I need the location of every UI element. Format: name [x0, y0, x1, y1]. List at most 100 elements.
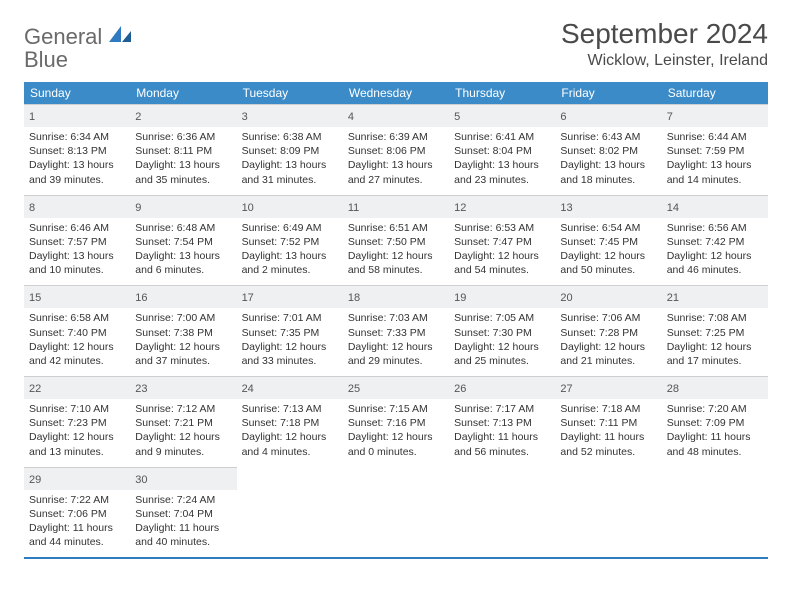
day-number: 26 [454, 383, 466, 395]
day-info: Sunrise: 7:15 AMSunset: 7:16 PMDaylight:… [348, 402, 444, 459]
day-info: Sunrise: 7:10 AMSunset: 7:23 PMDaylight:… [29, 402, 125, 459]
day-number: 21 [667, 292, 679, 304]
day-number: 8 [29, 202, 35, 214]
sail-icon [107, 24, 133, 44]
location: Wicklow, Leinster, Ireland [561, 52, 768, 70]
day-number: 20 [560, 292, 572, 304]
daynum-bar: 11 [343, 196, 449, 218]
blank-cell [555, 467, 661, 558]
daynum-bar: 24 [237, 377, 343, 399]
day-info: Sunrise: 6:48 AMSunset: 7:54 PMDaylight:… [135, 221, 231, 278]
daynum-bar: 16 [130, 286, 236, 308]
day-number: 15 [29, 292, 41, 304]
day-number: 14 [667, 202, 679, 214]
brand-name-2: Blue [24, 47, 68, 72]
dow-header: Wednesday [343, 82, 449, 104]
daynum-bar: 30 [130, 468, 236, 490]
day-cell: 22 Sunrise: 7:10 AMSunset: 7:23 PMDayligh… [24, 376, 130, 467]
day-info: Sunrise: 7:20 AMSunset: 7:09 PMDaylight:… [667, 402, 763, 459]
daynum-bar: 26 [449, 377, 555, 399]
daynum-bar: 19 [449, 286, 555, 308]
blank-cell [662, 467, 768, 558]
daynum-bar: 23 [130, 377, 236, 399]
day-cell: 10 Sunrise: 6:49 AMSunset: 7:52 PMDayligh… [237, 195, 343, 286]
day-info: Sunrise: 6:53 AMSunset: 7:47 PMDaylight:… [454, 221, 550, 278]
daynum-bar: 29 [24, 468, 130, 490]
day-number: 17 [242, 292, 254, 304]
weeks-container: 1Sunrise: 6:34 AMSunset: 8:13 PMDaylight… [24, 104, 768, 557]
week-row: 29 Sunrise: 7:22 AMSunset: 7:06 PMDayligh… [24, 467, 768, 558]
day-cell: 15 Sunrise: 6:58 AMSunset: 7:40 PMDayligh… [24, 285, 130, 376]
week-row: 22 Sunrise: 7:10 AMSunset: 7:23 PMDayligh… [24, 376, 768, 467]
day-number: 16 [135, 292, 147, 304]
month-title: September 2024 [561, 18, 768, 50]
day-number: 24 [242, 383, 254, 395]
day-number: 7 [667, 111, 673, 123]
day-cell: 3Sunrise: 6:38 AMSunset: 8:09 PMDaylight… [237, 104, 343, 195]
day-info: Sunrise: 7:18 AMSunset: 7:11 PMDaylight:… [560, 402, 656, 459]
day-number: 9 [135, 202, 141, 214]
day-cell: 5Sunrise: 6:41 AMSunset: 8:04 PMDaylight… [449, 104, 555, 195]
day-info: Sunrise: 6:39 AMSunset: 8:06 PMDaylight:… [348, 130, 444, 187]
day-cell: 21 Sunrise: 7:08 AMSunset: 7:25 PMDayligh… [662, 285, 768, 376]
day-info: Sunrise: 6:54 AMSunset: 7:45 PMDaylight:… [560, 221, 656, 278]
day-number: 2 [135, 111, 141, 123]
week-row: 8Sunrise: 6:46 AMSunset: 7:57 PMDaylight… [24, 195, 768, 286]
daynum-bar: 8 [24, 196, 130, 218]
day-number: 19 [454, 292, 466, 304]
day-info: Sunrise: 6:38 AMSunset: 8:09 PMDaylight:… [242, 130, 338, 187]
day-info: Sunrise: 6:56 AMSunset: 7:42 PMDaylight:… [667, 221, 763, 278]
day-cell: 16 Sunrise: 7:00 AMSunset: 7:38 PMDayligh… [130, 285, 236, 376]
day-info: Sunrise: 7:12 AMSunset: 7:21 PMDaylight:… [135, 402, 231, 459]
day-cell: 26 Sunrise: 7:17 AMSunset: 7:13 PMDayligh… [449, 376, 555, 467]
day-number: 1 [29, 111, 35, 123]
day-cell: 30 Sunrise: 7:24 AMSunset: 7:04 PMDayligh… [130, 467, 236, 558]
day-number: 11 [348, 202, 359, 214]
daynum-bar: 21 [662, 286, 768, 308]
day-info: Sunrise: 6:36 AMSunset: 8:11 PMDaylight:… [135, 130, 231, 187]
day-cell: 12Sunrise: 6:53 AMSunset: 7:47 PMDayligh… [449, 195, 555, 286]
title-block: September 2024 Wicklow, Leinster, Irelan… [561, 18, 768, 70]
day-info: Sunrise: 7:17 AMSunset: 7:13 PMDaylight:… [454, 402, 550, 459]
day-info: Sunrise: 6:58 AMSunset: 7:40 PMDaylight:… [29, 311, 125, 368]
day-number: 25 [348, 383, 360, 395]
day-number: 22 [29, 383, 41, 395]
daynum-bar: 10 [237, 196, 343, 218]
blank-cell [449, 467, 555, 558]
dow-header: Thursday [449, 82, 555, 104]
week-row: 1Sunrise: 6:34 AMSunset: 8:13 PMDaylight… [24, 104, 768, 195]
day-cell: 23 Sunrise: 7:12 AMSunset: 7:21 PMDayligh… [130, 376, 236, 467]
day-cell: 20Sunrise: 7:06 AMSunset: 7:28 PMDayligh… [555, 285, 661, 376]
day-number: 10 [242, 202, 254, 214]
day-cell: 24Sunrise: 7:13 AMSunset: 7:18 PMDayligh… [237, 376, 343, 467]
header: General Blue September 2024 Wicklow, Lei… [24, 18, 768, 72]
daynum-bar: 2 [130, 105, 236, 127]
calendar: SundayMondayTuesdayWednesdayThursdayFrid… [24, 82, 768, 559]
daynum-bar: 15 [24, 286, 130, 308]
day-cell: 4 Sunrise: 6:39 AMSunset: 8:06 PMDaylight… [343, 104, 449, 195]
bottom-rule [24, 557, 768, 559]
daynum-bar: 27 [555, 377, 661, 399]
day-number: 30 [135, 474, 147, 486]
day-number: 23 [135, 383, 147, 395]
day-info: Sunrise: 7:24 AMSunset: 7:04 PMDaylight:… [135, 493, 231, 550]
day-info: Sunrise: 6:49 AMSunset: 7:52 PMDaylight:… [242, 221, 338, 278]
day-info: Sunrise: 7:05 AMSunset: 7:30 PMDaylight:… [454, 311, 550, 368]
day-number: 5 [454, 111, 460, 123]
day-cell: 11Sunrise: 6:51 AMSunset: 7:50 PMDayligh… [343, 195, 449, 286]
day-info: Sunrise: 7:22 AMSunset: 7:06 PMDaylight:… [29, 493, 125, 550]
day-cell: 19 Sunrise: 7:05 AMSunset: 7:30 PMDayligh… [449, 285, 555, 376]
week-row: 15 Sunrise: 6:58 AMSunset: 7:40 PMDayligh… [24, 285, 768, 376]
daynum-bar: 18 [343, 286, 449, 308]
day-cell: 28Sunrise: 7:20 AMSunset: 7:09 PMDayligh… [662, 376, 768, 467]
day-info: Sunrise: 7:00 AMSunset: 7:38 PMDaylight:… [135, 311, 231, 368]
day-cell: 9 Sunrise: 6:48 AMSunset: 7:54 PMDaylight… [130, 195, 236, 286]
day-number: 4 [348, 111, 354, 123]
day-number: 18 [348, 292, 360, 304]
day-cell: 2 Sunrise: 6:36 AMSunset: 8:11 PMDaylight… [130, 104, 236, 195]
day-cell: 29 Sunrise: 7:22 AMSunset: 7:06 PMDayligh… [24, 467, 130, 558]
day-info: Sunrise: 7:08 AMSunset: 7:25 PMDaylight:… [667, 311, 763, 368]
daynum-bar: 22 [24, 377, 130, 399]
dow-header-row: SundayMondayTuesdayWednesdayThursdayFrid… [24, 82, 768, 104]
day-cell: 18Sunrise: 7:03 AMSunset: 7:33 PMDayligh… [343, 285, 449, 376]
